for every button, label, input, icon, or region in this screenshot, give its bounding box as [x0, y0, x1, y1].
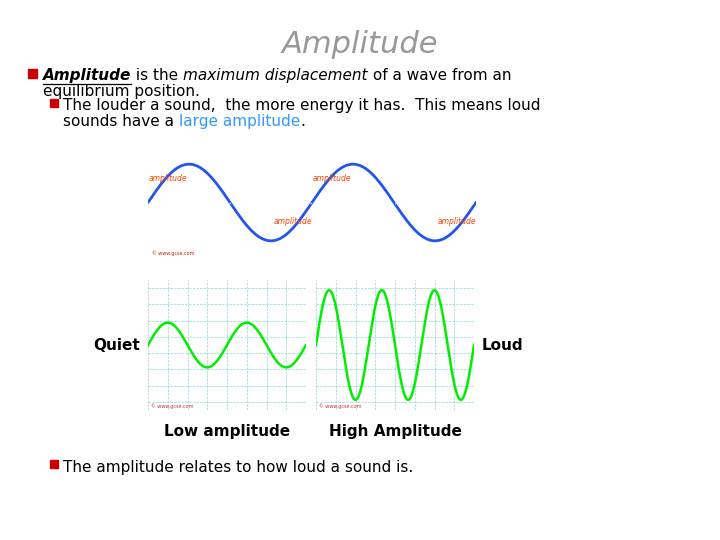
Text: © www.gcse.com: © www.gcse.com	[152, 251, 194, 256]
Text: The louder a sound,  the more energy it has.  This means loud: The louder a sound, the more energy it h…	[63, 98, 541, 113]
Bar	[50, 99, 58, 107]
Text: amplitude: amplitude	[274, 217, 312, 226]
Text: Low amplitude: Low amplitude	[164, 424, 290, 439]
Text: Quiet: Quiet	[94, 338, 140, 353]
Text: sounds have a: sounds have a	[63, 114, 179, 129]
Text: is the: is the	[131, 68, 184, 83]
Text: High Amplitude: High Amplitude	[328, 424, 462, 439]
Text: Amplitude: Amplitude	[282, 30, 438, 59]
Text: The amplitude relates to how loud a sound is.: The amplitude relates to how loud a soun…	[63, 460, 413, 475]
Text: of a wave from an: of a wave from an	[368, 68, 511, 83]
Text: .: .	[300, 114, 305, 129]
Bar	[28, 69, 37, 78]
Text: amplitude: amplitude	[149, 174, 187, 184]
Text: © www.gcse.com: © www.gcse.com	[150, 403, 193, 409]
Text: equilibrium position.: equilibrium position.	[43, 84, 200, 99]
Bar	[50, 460, 58, 468]
Text: large amplitude: large amplitude	[179, 114, 300, 129]
Text: Amplitude: Amplitude	[43, 68, 131, 83]
Text: amplitude: amplitude	[312, 174, 351, 184]
Text: Loud: Loud	[482, 338, 523, 353]
Text: amplitude: amplitude	[438, 217, 477, 226]
Text: © www.gcse.com: © www.gcse.com	[318, 403, 361, 409]
Text: maximum displacement: maximum displacement	[184, 68, 368, 83]
